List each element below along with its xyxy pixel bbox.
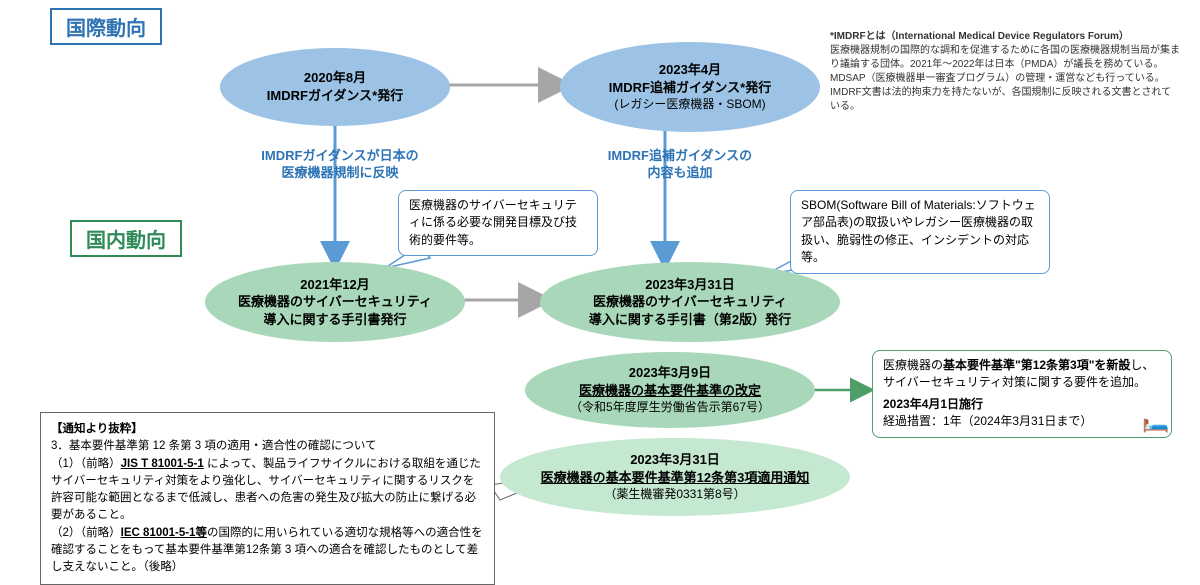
dom-event-2021-12: 2021年12月 医療機器のサイバーセキュリティ 導入に関する手引書発行 [205, 262, 465, 342]
notice-l2: （1）（前略）JIS T 81001-5-1 によって、製品ライフサイクルにおけ… [51, 456, 484, 525]
bubble-article12-3-body: 医療機器の基本要件基準"第12条第3項"を新設し、サイバーセキュリティ対策に関す… [883, 357, 1161, 392]
hospital-bed-icon: 🛏️ [1142, 408, 1169, 434]
intl-e1-desc: IMDRFガイダンス*発行 [267, 87, 403, 105]
intl-e2-date: 2023年4月 [659, 61, 721, 79]
imdrf-footnote-title: *IMDRFとは（International Medical Device Re… [830, 30, 1180, 44]
imdrf-footnote-body: 医療機器規制の国際的な調和を促進するために各国の医療機器規制当局が集まり議論する… [830, 44, 1180, 114]
dom-e1-date: 2021年12月 [300, 276, 369, 294]
notice-l3: （2）（前略）IEC 81001-5-1等の国際的に用いられている適切な規格等へ… [51, 525, 484, 577]
section-dom-label: 国内動向 [70, 220, 182, 257]
bubble-dev-reqs-text: 医療機器のサイバーセキュリティに係る必要な開発目標及び技術的要件等。 [409, 198, 577, 247]
dom-event-2023-03-31b: 2023年3月31日 医療機器の基本要件基準第12条第3項適用通知 （薬生機審発… [500, 438, 850, 516]
bubble-dev-reqs: 医療機器のサイバーセキュリティに係る必要な開発目標及び技術的要件等。 [398, 190, 598, 256]
bubble-article12-3: 医療機器の基本要件基準"第12条第3項"を新設し、サイバーセキュリティ対策に関す… [872, 350, 1172, 438]
intl-e1-date: 2020年8月 [304, 69, 366, 87]
dom-event-2023-03-31a: 2023年3月31日 医療機器のサイバーセキュリティ 導入に関する手引書（第2版… [540, 262, 840, 342]
intl-event-2020-08: 2020年8月 IMDRFガイダンス*発行 [220, 48, 450, 126]
bubble-transition: 経過措置：1年（2024年3月31日まで） [883, 413, 1161, 430]
dom-e2-desc: 医療機器のサイバーセキュリティ 導入に関する手引書（第2版）発行 [589, 293, 791, 328]
intl-e2-sub: (レガシー医療機器・SBOM) [614, 96, 765, 112]
imdrf-footnote: *IMDRFとは（International Medical Device Re… [830, 30, 1180, 114]
dom-e3-desc: 医療機器の基本要件基準の改定 [579, 382, 761, 400]
dom-e3-date: 2023年3月9日 [629, 364, 711, 382]
intl-e1-caption: IMDRFガイダンスが日本の 医療機器規制に反映 [240, 148, 440, 182]
dom-e1-desc: 医療機器のサイバーセキュリティ 導入に関する手引書発行 [238, 293, 432, 328]
intl-event-2023-04: 2023年4月 IMDRF追補ガイダンス*発行 (レガシー医療機器・SBOM) [560, 42, 820, 132]
section-intl-label: 国際動向 [50, 8, 162, 45]
dom-e4-desc: 医療機器の基本要件基準第12条第3項適用通知 [541, 469, 810, 487]
dom-event-2023-03-09: 2023年3月9日 医療機器の基本要件基準の改定 （令和5年度厚生労働省告示第6… [525, 352, 815, 428]
bubble-sbom-text: SBOM(Software Bill of Materials:ソフトウェア部品… [801, 198, 1036, 264]
notice-excerpt-box: 【通知より抜粋】 3．基本要件基準第 12 条第 3 項の適用・適合性の確認につ… [40, 412, 495, 585]
intl-e2-caption: IMDRF追補ガイダンスの 内容も追加 [580, 148, 780, 182]
dom-e2-date: 2023年3月31日 [645, 276, 735, 294]
intl-e2-desc: IMDRF追補ガイダンス*発行 [609, 79, 771, 97]
dom-e4-sub: （薬生機審発0331第8号） [604, 486, 745, 502]
bubble-sbom: SBOM(Software Bill of Materials:ソフトウェア部品… [790, 190, 1050, 274]
dom-e3-sub: （令和5年度厚生労働省告示第67号） [570, 399, 770, 415]
notice-l1: 3．基本要件基準第 12 条第 3 項の適用・適合性の確認について [51, 438, 484, 455]
dom-e4-date: 2023年3月31日 [630, 451, 720, 469]
bubble-effective-date: 2023年4月1日施行 [883, 396, 1161, 413]
notice-head: 【通知より抜粋】 [51, 421, 484, 438]
